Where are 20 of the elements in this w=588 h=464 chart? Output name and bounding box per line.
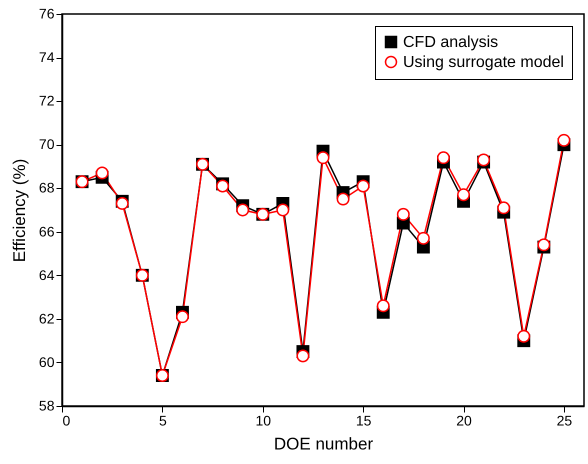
x-tick-label: 25 <box>556 412 572 428</box>
x-tick-label: 5 <box>158 412 167 428</box>
y-tick-label: 64 <box>38 266 55 283</box>
legend-label: CFD analysis <box>403 34 498 51</box>
y-tick-label: 70 <box>38 136 55 152</box>
y-tick-label: 66 <box>38 223 55 240</box>
y-tick-label: 76 <box>38 6 55 22</box>
y-axis-title: Efficiency (%) <box>10 158 29 262</box>
y-tick-label: 74 <box>38 49 55 66</box>
y-tick-label: 72 <box>38 92 55 109</box>
x-tick-label: 10 <box>255 412 272 428</box>
y-tick-label: 58 <box>38 398 55 414</box>
y-tick-label: 68 <box>38 180 55 196</box>
x-tick-label: 15 <box>356 412 372 428</box>
x-axis-title: DOE number <box>274 434 374 454</box>
y-tick-label: 60 <box>38 354 55 370</box>
legend-label: Using surrogate model <box>403 54 564 71</box>
x-tick-label: 20 <box>456 412 472 428</box>
x-tick-label: 0 <box>62 412 70 428</box>
y-tick-label: 62 <box>38 310 55 326</box>
